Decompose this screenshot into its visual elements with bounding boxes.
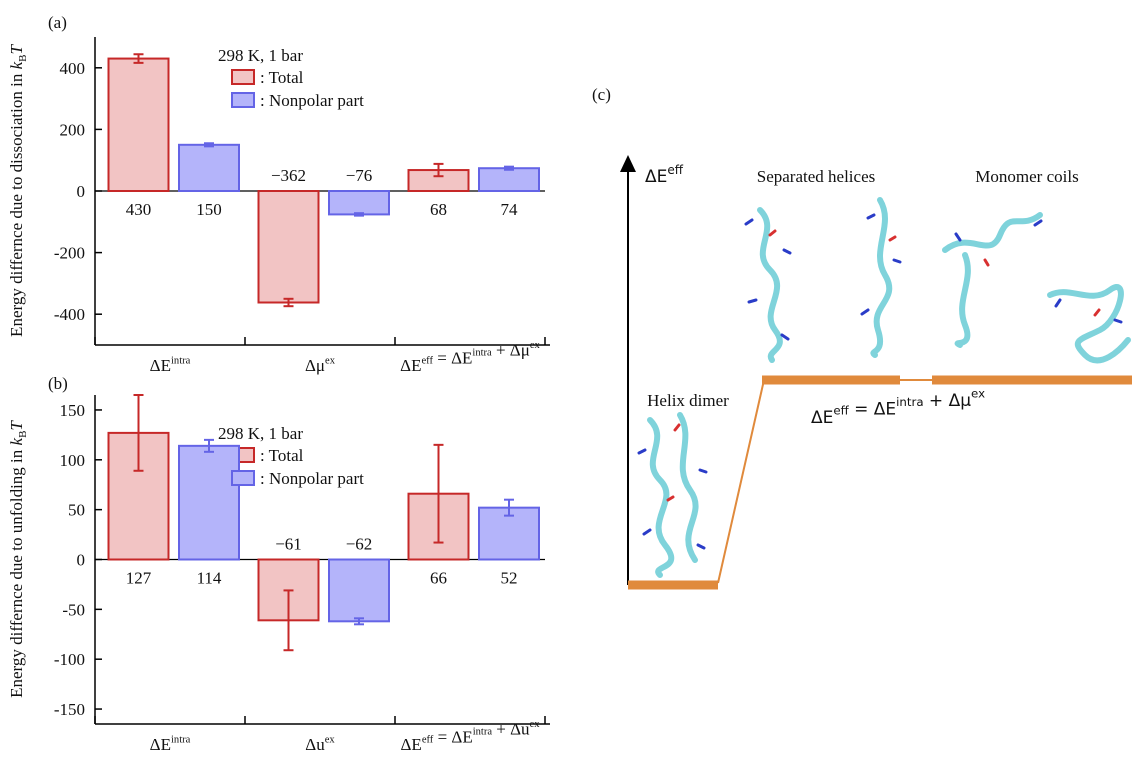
y-tick-label: 400	[60, 59, 86, 78]
rich-label: Δuex	[305, 734, 335, 754]
y-axis-label: Energy differnce due to unfolding in kBT	[7, 420, 29, 698]
y-tick-label: 100	[60, 451, 86, 470]
label-sup: ex	[530, 719, 541, 730]
label-text: Energy differnce due to unfolding in	[7, 445, 26, 697]
label-text: = ΔE	[433, 727, 472, 746]
legend-label: : Total	[260, 446, 304, 465]
label-italic: T	[7, 44, 26, 55]
label-sup: eff	[422, 355, 434, 366]
value-label: 68	[430, 200, 447, 219]
molecule-art	[639, 200, 1128, 575]
label-text: = ΔE	[433, 348, 472, 367]
rich-label: ΔEintra	[150, 734, 191, 754]
connector	[718, 380, 764, 583]
label-text: + Δμ	[924, 391, 972, 411]
y-tick-label: -50	[62, 600, 85, 619]
label-text: + Δμ	[492, 341, 530, 360]
value-label: −76	[346, 166, 373, 185]
y-tick-label: -100	[54, 650, 85, 669]
legend-title: 298 K, 1 bar	[218, 424, 303, 443]
panel-label: (c)	[592, 85, 611, 104]
dimer	[650, 415, 696, 575]
label-sup: eff	[422, 734, 434, 745]
y-tick-label: -150	[54, 700, 85, 719]
value-label: 66	[430, 569, 447, 588]
y-tick-label: 150	[60, 401, 86, 420]
panel-label: (b)	[48, 374, 68, 393]
label-text: ΔE	[150, 735, 171, 754]
label-text: ΔE	[811, 408, 833, 428]
helix	[760, 210, 780, 360]
axis-label: ΔEeff	[645, 163, 684, 187]
bar	[329, 191, 389, 214]
rich-label: ΔEintra	[150, 355, 191, 375]
label-italic: T	[7, 420, 26, 431]
rich-label: ΔEeff = ΔEintra + Δμex	[811, 386, 985, 428]
bar	[109, 59, 169, 191]
label-sup: intra	[472, 348, 492, 359]
bar	[179, 446, 239, 560]
label-text: Δu	[305, 735, 325, 754]
legend-label: : Total	[260, 68, 304, 87]
y-tick-label: 0	[77, 551, 86, 570]
y-tick-label: 50	[68, 501, 85, 520]
legend-title: 298 K, 1 bar	[218, 46, 303, 65]
value-label: −62	[346, 535, 373, 554]
label-sup: eff	[667, 163, 683, 177]
value-label: 114	[197, 569, 222, 588]
y-tick-label: -400	[54, 305, 85, 324]
value-label: 74	[501, 200, 519, 219]
arrow-head	[620, 155, 636, 172]
bar	[259, 191, 319, 302]
bar	[479, 168, 539, 191]
state-label: Separated helices	[757, 167, 875, 186]
label-sup: ex	[971, 386, 985, 400]
y-axis-label: Energy differnce due to dissociation in …	[7, 44, 29, 337]
label-sub: B	[17, 55, 29, 62]
figure: (a) -400 -200 0 200 400 Energy differnce due t…	[0, 0, 1134, 762]
label-sup: intra	[171, 355, 191, 366]
panel-label: (a)	[48, 13, 67, 32]
label-text: Δμ	[305, 356, 325, 375]
label-sup: ex	[325, 355, 336, 366]
legend-swatch	[232, 93, 254, 107]
state-label: Helix dimer	[647, 391, 729, 410]
state-label: Monomer coils	[975, 167, 1078, 186]
value-label: 150	[196, 200, 222, 219]
label-sup: intra	[171, 734, 191, 745]
bar	[179, 145, 239, 191]
label-sup: ex	[530, 340, 541, 351]
label-sup: intra	[896, 395, 923, 409]
label-text: Energy differnce due to dissociation in	[7, 69, 26, 337]
value-label: 127	[126, 569, 152, 588]
label-text: ΔE	[400, 356, 421, 375]
legend-label: : Nonpolar part	[260, 469, 364, 488]
label-sup: eff	[833, 403, 849, 417]
coil	[1050, 287, 1128, 360]
label-text: ΔE	[645, 167, 667, 187]
label-sub: B	[17, 431, 29, 438]
label-text: = ΔE	[849, 399, 896, 419]
label-text: + Δu	[492, 720, 530, 739]
legend-swatch	[232, 471, 254, 485]
rich-label: Δμex	[305, 355, 336, 375]
legend-label: : Nonpolar part	[260, 91, 364, 110]
bar	[329, 560, 389, 622]
y-tick-label: 0	[77, 182, 86, 201]
label-sup: ex	[325, 734, 336, 745]
coil	[945, 215, 1040, 345]
value-label: 52	[501, 569, 518, 588]
y-tick-label: -200	[54, 244, 85, 263]
helix	[873, 200, 889, 355]
label-text: ΔE	[150, 356, 171, 375]
value-label: −61	[275, 535, 302, 554]
legend-swatch	[232, 70, 254, 84]
value-label: 430	[126, 200, 152, 219]
label-sup: intra	[473, 727, 493, 738]
y-tick-label: 200	[60, 120, 86, 139]
label-text: ΔE	[400, 735, 421, 754]
value-label: −362	[271, 166, 306, 185]
